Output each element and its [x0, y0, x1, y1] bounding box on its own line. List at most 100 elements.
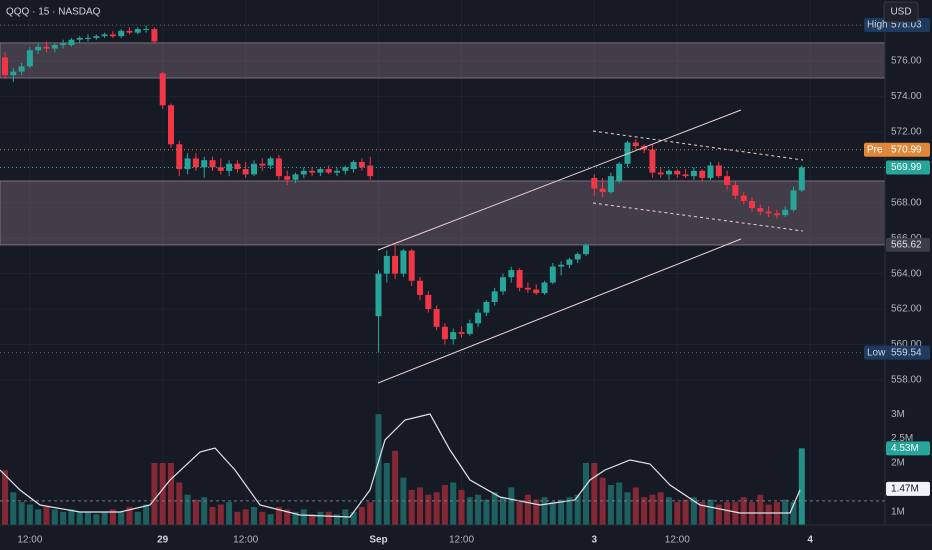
candle-body	[68, 39, 75, 46]
candle-body	[317, 169, 324, 173]
candle-body	[475, 312, 482, 324]
volume-bar	[757, 494, 764, 525]
zone	[0, 42, 886, 79]
x-tick-label: 12:00	[17, 535, 42, 546]
volume-bar	[367, 502, 374, 525]
price-tag-label: 565.62	[891, 240, 922, 251]
volume-bar	[226, 502, 233, 525]
price-tag-label: 578.03	[891, 20, 922, 31]
x-tick-label: 12:00	[449, 535, 474, 546]
candle-body	[334, 170, 340, 173]
y-tick-label: 564.00	[891, 268, 922, 279]
volume-bar	[641, 497, 648, 525]
volume-bar	[649, 494, 656, 525]
volume-bar	[242, 509, 249, 525]
candle-body	[342, 167, 349, 171]
candle-body	[400, 250, 407, 274]
currency-button[interactable]	[883, 1, 919, 23]
price-tags: High 578.03 Pre 570.99 569.99 565.62 Low 559.54…	[0, 17, 930, 502]
x-tick-label: Sep	[369, 535, 387, 546]
price-tag-label: 569.99	[891, 162, 922, 173]
volume-bar	[51, 509, 58, 525]
volume-bar	[26, 504, 33, 525]
candle-body	[350, 161, 357, 170]
volume-bar	[500, 497, 506, 525]
volume-bar	[350, 511, 357, 525]
volume-bar	[118, 511, 125, 525]
volume-bar	[76, 511, 83, 525]
candle-body	[292, 174, 299, 180]
y-tick-label: 572.00	[891, 126, 922, 137]
volume-bar	[267, 514, 274, 525]
candle-body	[450, 332, 457, 340]
price-tag	[886, 160, 930, 175]
volume-bar	[151, 462, 158, 525]
y-tick-label: 558.00	[891, 375, 922, 386]
last-volume-label: 4.53M	[891, 443, 919, 454]
volume-bar	[607, 484, 614, 525]
volume-bar	[159, 462, 166, 525]
candle-body	[524, 287, 531, 290]
volume-bar	[475, 494, 482, 525]
candles	[2, 25, 805, 353]
volume-bar	[234, 511, 241, 525]
volume-bar	[275, 506, 282, 525]
x-tick-label: 3	[592, 535, 598, 546]
candle-body	[417, 280, 423, 295]
candle-body	[699, 170, 706, 178]
volume-tick-label: 2.5M	[891, 433, 913, 444]
channel-upper	[377, 109, 742, 251]
candle-body	[226, 163, 233, 171]
y-tick-label: 562.00	[891, 304, 922, 315]
volume-bar	[35, 509, 42, 525]
last-volume-tag	[886, 441, 930, 456]
volume-bar	[724, 502, 731, 525]
volume-bar	[284, 509, 291, 525]
volume-bar	[317, 511, 324, 525]
candle-body	[749, 200, 755, 209]
volume-bar	[134, 511, 141, 525]
channel-lower	[377, 238, 742, 384]
volume-bar	[707, 499, 714, 525]
volume-bar	[591, 462, 598, 525]
volume-bar	[68, 509, 75, 525]
currency-label[interactable]: USD	[890, 7, 911, 18]
candle-body	[184, 158, 191, 170]
candle-body	[591, 177, 598, 189]
candle-body	[558, 264, 565, 267]
volume-bar	[516, 502, 523, 525]
volume-bar	[184, 494, 191, 525]
candle-body	[109, 34, 116, 37]
candle-body	[126, 30, 133, 33]
candle-body	[649, 149, 656, 173]
volume-bar	[715, 504, 722, 525]
candle-body	[375, 273, 382, 317]
volume-bar	[325, 511, 332, 525]
zone	[0, 180, 886, 246]
candle-body	[267, 158, 274, 166]
candle-body	[765, 211, 772, 214]
x-tick-label: 12:00	[665, 535, 690, 546]
candle-body	[408, 250, 415, 281]
candle-body	[533, 289, 540, 294]
candle-body	[134, 29, 141, 33]
volume-ma-tag	[886, 481, 930, 496]
candle-body	[707, 165, 714, 178]
candle-body	[143, 29, 150, 31]
volume-bar	[574, 494, 581, 525]
candle-body	[383, 255, 390, 274]
candle-body	[43, 46, 50, 49]
price-tag-label: Low	[867, 347, 886, 358]
candle-body	[101, 34, 108, 37]
volume-bar	[483, 499, 490, 525]
volume-bar	[732, 502, 739, 525]
volume-bar	[10, 492, 17, 525]
candle-body	[26, 50, 33, 67]
volume-bar	[558, 499, 565, 525]
candle-body	[549, 266, 556, 283]
candle-body	[616, 163, 623, 182]
volume-bar	[43, 506, 50, 525]
candle-body	[574, 254, 581, 260]
